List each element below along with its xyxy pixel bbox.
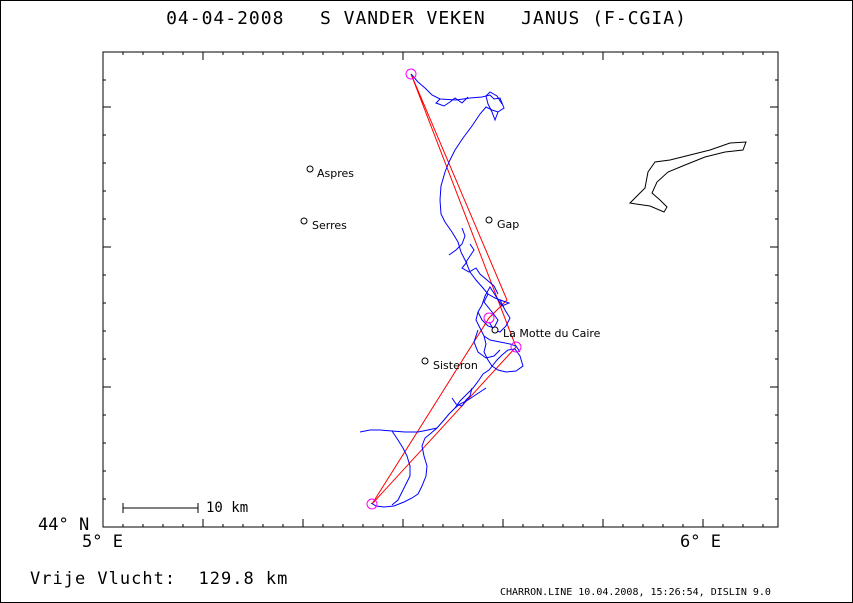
scale-bar: [122, 503, 199, 513]
town-marker-la-motte: [491, 326, 499, 334]
longitude-label-right: 6° E: [680, 532, 721, 552]
scale-bar-label: 10 km: [206, 500, 249, 516]
longitude-label-left: 5° E: [82, 532, 123, 552]
town-marker-aspres: [306, 165, 314, 173]
town-marker-sisteron: [421, 357, 429, 365]
turnpoint-north: [405, 68, 417, 80]
town-label-la-motte-du-caire: La Motte du Caire: [503, 327, 601, 340]
town-label-gap: Gap: [497, 218, 519, 231]
bottom-axis-ticks: [102, 519, 764, 527]
lake-outline: [628, 141, 747, 213]
town-label-sisteron: Sisteron: [433, 359, 478, 372]
town-marker-gap: [485, 216, 493, 224]
turnpoints: [366, 68, 522, 510]
town-marker-serres: [300, 217, 308, 225]
map-plot-frame: [102, 51, 779, 528]
latitude-label: 44° N: [38, 515, 90, 535]
task-route: [371, 73, 517, 505]
turnpoint-start: [366, 498, 378, 510]
free-flight-distance: Vrije Vlucht: 129.8 km: [30, 569, 289, 589]
left-axis-ticks: [103, 79, 111, 500]
turnpoint-east: [510, 341, 522, 353]
footer-credit: CHARRON.LINE 10.04.2008, 15:26:54, DISLI…: [500, 587, 771, 598]
page-title: 04-04-2008 S VANDER VEKEN JANUS (F-CGIA): [166, 8, 687, 29]
top-axis-ticks: [122, 52, 764, 60]
town-markers: [300, 165, 499, 365]
flight-track: [359, 73, 524, 508]
town-label-aspres: Aspres: [317, 167, 354, 180]
turnpoint-center: [483, 312, 495, 324]
right-axis-ticks: [770, 79, 778, 500]
town-label-serres: Serres: [312, 219, 347, 232]
